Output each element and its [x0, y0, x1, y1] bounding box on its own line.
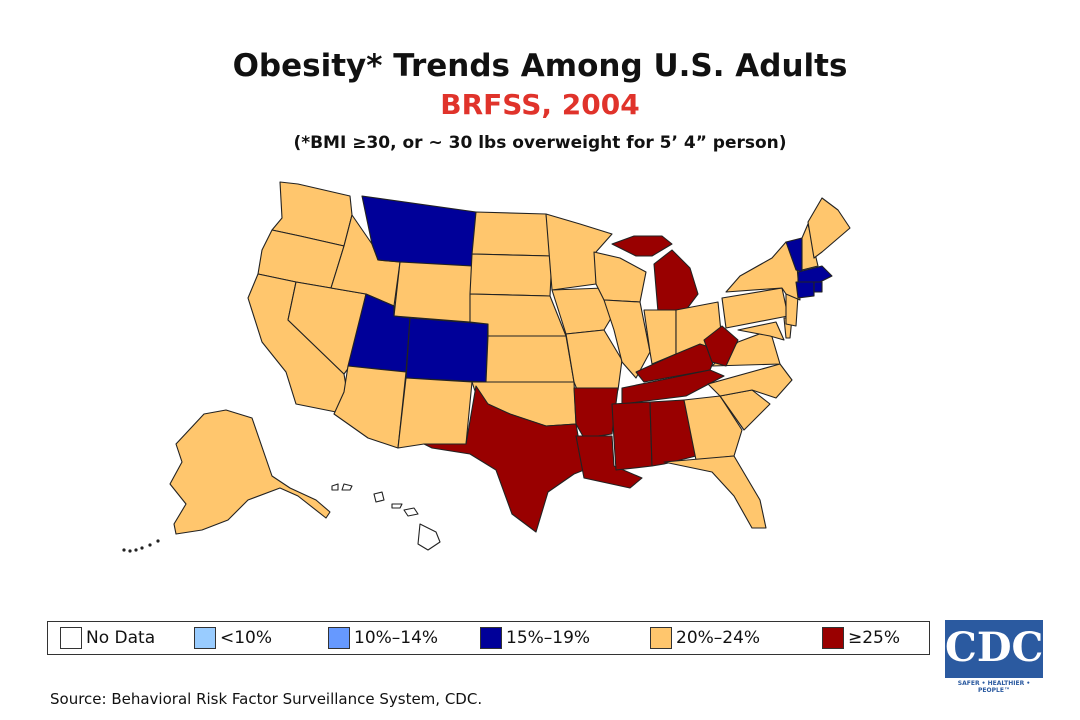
state-WY: [393, 261, 473, 323]
state-MI-upper: [611, 235, 673, 257]
state-GA: [683, 395, 743, 461]
legend-label-ge25: ≥25%: [848, 628, 901, 648]
state-MT: [361, 195, 477, 267]
state-AK: [169, 409, 331, 535]
legend-item-no-data: No Data: [60, 626, 155, 650]
hawaii-island-maui: [403, 507, 419, 517]
state-TX: [423, 385, 585, 533]
state-TN: [621, 369, 725, 405]
state-KS: [485, 335, 575, 383]
state-ND: [471, 211, 553, 257]
hawaii-island-oahu: [341, 483, 353, 491]
state-CO: [405, 317, 489, 383]
alaska-islands: [122, 539, 160, 553]
legend-label-10-14: 10%–14%: [354, 628, 439, 648]
cdc-logo-box: [945, 620, 1043, 678]
legend-item-15-19: 15%–19%: [480, 626, 590, 650]
legend: No Data <10% 10%–14% 15%–19% 20%–24% ≥25…: [47, 621, 930, 655]
state-SD: [469, 253, 553, 297]
legend-swatch-10-14: [328, 627, 350, 649]
hawaii-island-big-island: [417, 523, 441, 551]
legend-swatch-15-19: [480, 627, 502, 649]
legend-swatch-no-data: [60, 627, 82, 649]
us-obesity-map: [122, 181, 851, 553]
state-MO: [565, 329, 623, 393]
source-note: Source: Behavioral Risk Factor Surveilla…: [50, 690, 483, 708]
state-LA: [575, 435, 643, 489]
state-PA: [721, 287, 789, 329]
state-FL: [663, 455, 767, 529]
legend-label-15-19: 15%–19%: [506, 628, 591, 648]
cdc-logo: CDC SAFER • HEALTHIER • PEOPLE™: [945, 620, 1044, 694]
state-RI: [813, 281, 823, 293]
legend-item-20-24: 20%–24%: [650, 626, 760, 650]
state-AL: [649, 399, 697, 467]
state-MI: [653, 249, 699, 313]
state-AR: [573, 387, 619, 439]
state-MA: [797, 265, 833, 283]
state-MD: [737, 321, 785, 341]
map-subtitle: BRFSS, 2004: [440, 88, 640, 121]
hawaii-island-kauai: [331, 483, 339, 491]
state-WI: [593, 251, 647, 303]
cdc-logo-text: CDC: [945, 624, 1044, 671]
state-IA: [551, 287, 617, 335]
state-CT: [795, 281, 815, 299]
state-MS: [611, 401, 653, 471]
state-WV: [703, 325, 739, 367]
legend-swatch-20-24: [650, 627, 672, 649]
legend-swatch-lt10: [194, 627, 216, 649]
legend-item-10-14: 10%–14%: [328, 626, 438, 650]
legend-swatch-ge25: [822, 627, 844, 649]
map-title: Obesity* Trends Among U.S. Adults: [232, 48, 848, 84]
legend-label-no-data: No Data: [86, 628, 156, 648]
state-IL: [603, 299, 651, 379]
legend-item-ge25: ≥25%: [822, 626, 900, 650]
cdc-logo-tagline: SAFER • HEALTHIER • PEOPLE™: [957, 680, 1031, 694]
hawaii-island-molokai: [373, 491, 385, 503]
legend-item-lt10: <10%: [194, 626, 272, 650]
bmi-footnote: (*BMI ≥30, or ~ 30 lbs overweight for 5’…: [293, 133, 787, 153]
state-NM: [397, 377, 473, 449]
state-ME: [807, 197, 851, 259]
legend-label-20-24: 20%–24%: [676, 628, 761, 648]
state-AZ: [333, 365, 407, 449]
legend-label-lt10: <10%: [220, 628, 273, 648]
state-HI: [331, 483, 441, 551]
hawaii-island-lanai: [391, 503, 403, 509]
